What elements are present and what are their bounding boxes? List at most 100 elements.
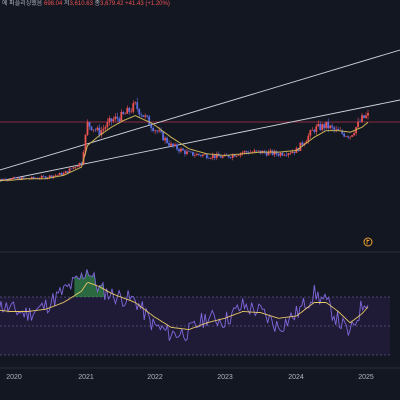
candle-body [172,143,174,146]
candle-body [353,133,355,136]
x-tick-label: 2020 [6,374,22,381]
candle-body [96,127,99,130]
candle-body [128,107,131,112]
candle-body [211,155,214,158]
candle-body [309,130,312,136]
x-tick-label: 2025 [358,374,374,381]
candle-body [329,125,332,129]
candle-body [213,155,216,158]
candle-body [311,130,314,131]
candle-body [277,154,280,156]
candle-body [68,168,71,173]
candle-body [359,121,361,123]
candle-body [104,127,107,129]
channel-upper-line[interactable] [0,49,400,171]
candle-body [235,155,238,157]
candle-body [347,136,350,138]
candle-body [287,153,290,156]
candle-body [331,125,334,128]
candle-body [1,179,3,181]
candle-body [108,118,111,123]
legend-close-value: 3,679.42 [100,1,124,7]
candle-body [205,154,208,159]
legend-title: 에 퍼플리싱했음 [2,1,43,7]
candle-body [132,103,135,112]
candle-body [301,142,304,146]
candle-body [267,151,270,156]
candle-body [255,150,258,152]
x-tick-label: 2024 [288,374,304,381]
candle-body [106,122,109,128]
candle-body [257,150,260,152]
candle-body [335,129,338,130]
candle-body [281,152,284,156]
flag-circle-icon[interactable] [363,237,373,247]
candle-body [86,122,89,135]
candle-body [58,173,61,175]
candle-body [40,175,43,179]
candlestick-series [0,97,369,182]
candle-body [12,177,15,179]
candle-body [349,136,351,138]
candle-body [367,112,369,116]
candle-body [10,178,13,180]
candle-body [275,151,278,155]
candle-body [126,107,129,114]
candle-body [215,153,218,158]
candle-body [94,129,97,131]
candle-body [241,152,244,154]
candle-body [178,149,180,152]
candle-body [170,143,172,146]
candle-body [285,154,288,156]
candle-body [207,158,210,159]
candle-body [122,111,125,114]
channel-lower-line[interactable] [0,99,400,182]
candle-body [74,167,77,168]
rsi-signal-line [0,282,369,331]
candle-body [209,157,212,159]
candle-body [48,175,51,178]
candle-body [84,134,87,153]
candle-body [100,130,103,136]
candle-body [291,151,294,154]
candle-body [363,115,365,118]
candle-body [98,127,101,136]
candle-body [162,132,164,141]
moving-average-line [0,115,369,181]
candle-body [237,155,240,156]
candle-body [54,175,57,176]
candle-body [3,179,5,181]
candle-body [357,121,359,128]
candle-body [142,115,145,117]
candle-body [150,124,153,128]
candle-body [118,118,121,122]
x-axis: 2020 2021 2022 2023 2024 2025 [6,374,374,381]
candle-body [42,175,45,177]
candle-body [114,116,117,120]
x-tick-label: 2021 [78,374,94,381]
candle-body [243,151,246,153]
candle-body [307,135,310,142]
candle-body [78,162,81,167]
candle-body [337,129,340,131]
candle-body [116,116,119,119]
candle-body [317,124,320,127]
candle-body [166,137,168,143]
candle-body [62,173,65,176]
candle-body [253,150,256,153]
candle-body [279,152,282,156]
candle-body [273,151,276,155]
candle-body [233,154,236,157]
candle-body [60,173,63,176]
legend-low-label: 저 [64,1,70,7]
candle-body [313,130,316,132]
candle-body [283,154,286,156]
candle-body [140,114,143,116]
candle-body [203,154,206,156]
candle-body [199,154,202,156]
candle-body [245,151,248,153]
candle-body [156,130,159,132]
candle-body [64,171,67,174]
candle-body [197,153,200,155]
